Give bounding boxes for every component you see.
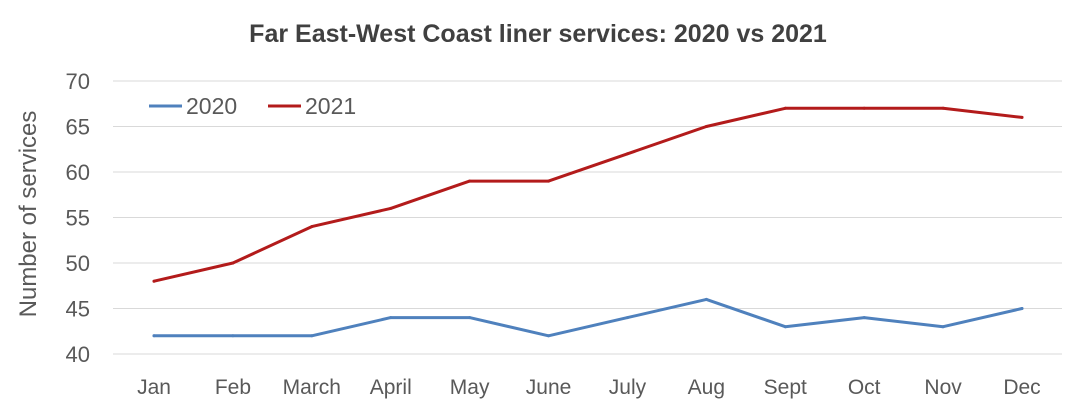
y-axis-title: Number of services: [15, 111, 42, 318]
data-point-2021: [547, 179, 551, 183]
x-tick-label: Nov: [924, 376, 962, 399]
data-point-2020: [783, 325, 787, 329]
data-point-2020: [1020, 307, 1024, 310]
data-point-2020: [547, 334, 551, 338]
legend-label: 2021: [305, 93, 356, 119]
data-point-2021: [468, 179, 472, 183]
data-point-2021: [941, 106, 945, 110]
x-tick-label: July: [609, 376, 647, 399]
y-axis-ticks: 40 45 50 55 60 65 70: [66, 69, 90, 367]
x-tick-label: Sept: [764, 376, 807, 399]
y-tick-label: 50: [66, 251, 90, 276]
x-tick-label: March: [283, 376, 341, 399]
x-tick-label: Aug: [688, 376, 725, 399]
y-tick-label: 45: [66, 297, 90, 322]
x-tick-label: April: [370, 376, 412, 399]
series-group: [152, 106, 1024, 338]
data-point-2020: [152, 334, 156, 338]
data-point-2020: [625, 316, 629, 320]
y-tick-label: 40: [66, 342, 90, 367]
data-point-2021: [310, 225, 314, 229]
data-point-2020: [468, 316, 472, 320]
legend: 2020 2021: [149, 93, 356, 119]
data-point-2021: [783, 106, 787, 110]
data-point-2020: [862, 316, 866, 320]
data-point-2021: [231, 261, 235, 265]
y-tick-label: 70: [66, 69, 90, 94]
series-line-2021: [152, 106, 1024, 283]
series-line-2020: [152, 297, 1024, 338]
gridlines: [113, 80, 1062, 355]
data-point-2021: [152, 279, 156, 283]
x-tick-label: Feb: [215, 376, 251, 399]
data-point-2021: [389, 206, 393, 210]
data-point-2020: [389, 316, 393, 320]
x-tick-label: June: [526, 376, 572, 399]
y-tick-label: 55: [66, 206, 90, 231]
x-tick-label: May: [450, 376, 490, 399]
data-point-2020: [231, 334, 235, 338]
data-point-2020: [704, 297, 708, 301]
y-tick-label: 60: [66, 160, 90, 185]
y-tick-label: 65: [66, 115, 90, 140]
x-axis-ticks: Jan Feb March April May June July Aug Sept Oct Nov…: [137, 376, 1041, 399]
data-point-2021: [862, 106, 866, 110]
data-point-2020: [310, 334, 314, 338]
chart-title: Far East-West Coast liner services: 2020…: [249, 20, 827, 48]
data-point-2021: [704, 125, 708, 128]
data-point-2021: [1020, 115, 1024, 119]
data-point-2021: [625, 152, 629, 156]
x-tick-label: Dec: [1003, 376, 1040, 399]
x-tick-label: Jan: [137, 376, 171, 399]
data-point-2020: [941, 325, 945, 329]
x-tick-label: Oct: [848, 376, 881, 399]
legend-label: 2020: [186, 93, 237, 119]
